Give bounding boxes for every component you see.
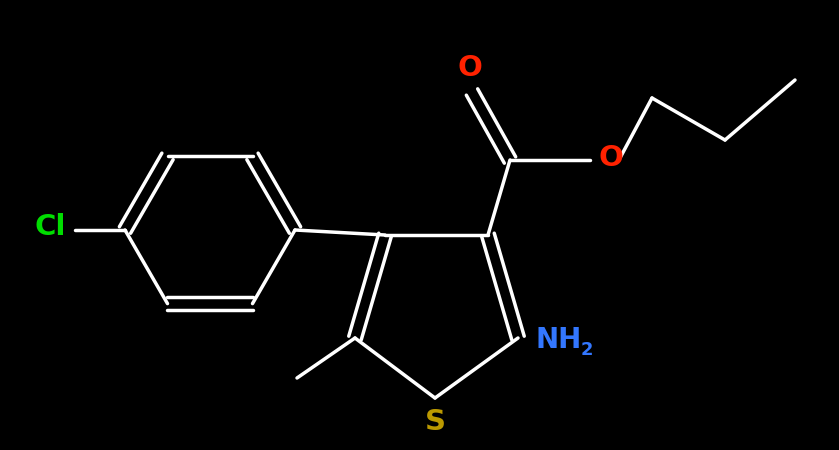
Text: 2: 2 <box>581 341 593 359</box>
Text: S: S <box>425 408 446 436</box>
Text: NH: NH <box>536 326 582 354</box>
Text: O: O <box>598 144 623 172</box>
Text: O: O <box>457 54 482 82</box>
Text: Cl: Cl <box>34 213 66 241</box>
